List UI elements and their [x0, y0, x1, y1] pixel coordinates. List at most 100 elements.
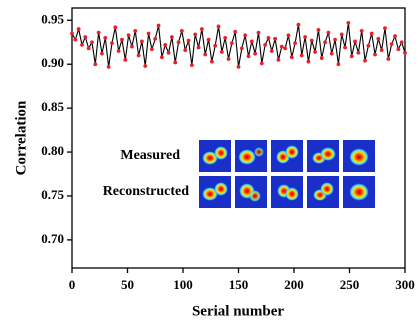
data-point [70, 32, 74, 36]
data-point [103, 36, 107, 40]
x-tick-label: 0 [69, 277, 76, 292]
data-line [72, 23, 405, 67]
data-point [210, 60, 214, 64]
data-point [293, 41, 297, 45]
data-point [160, 55, 164, 59]
data-point [203, 53, 207, 57]
data-point [393, 34, 397, 38]
data-point [187, 39, 191, 43]
data-point [93, 62, 97, 66]
data-point [277, 58, 281, 62]
data-point [290, 55, 294, 59]
data-point [253, 52, 257, 56]
x-tick-label: 100 [173, 277, 193, 292]
chart: Measured Reconstructed Serial number Cor… [0, 0, 420, 326]
data-point [190, 63, 194, 67]
plot-frame [72, 8, 405, 268]
x-tick-label: 300 [395, 277, 415, 292]
data-point [133, 29, 137, 33]
data-point [380, 48, 384, 52]
data-point [237, 65, 241, 69]
data-point [283, 47, 287, 51]
data-point [163, 43, 167, 47]
data-point [250, 39, 254, 43]
y-axis-label: Correlation [13, 100, 29, 175]
data-point [197, 46, 201, 50]
data-point [307, 60, 311, 64]
data-point [287, 33, 291, 37]
data-point [320, 56, 324, 60]
inset-label: Measured [120, 148, 180, 163]
data-point [280, 45, 284, 49]
data-point [137, 54, 141, 58]
data-point [313, 50, 317, 54]
y-tick-label: 0.95 [41, 11, 64, 26]
data-point [207, 38, 211, 42]
data-point [267, 36, 271, 40]
data-point [363, 59, 367, 63]
data-point [173, 61, 177, 65]
data-point [343, 46, 347, 50]
y-tick-label: 0.80 [41, 143, 64, 158]
data-point [193, 32, 197, 36]
y-tick-label: 0.85 [41, 99, 64, 114]
data-point [300, 54, 304, 58]
data-point [297, 23, 301, 27]
data-point [127, 33, 131, 37]
data-point [90, 40, 94, 44]
x-tick-label: 150 [229, 277, 249, 292]
data-point [220, 50, 224, 54]
data-point [310, 39, 314, 43]
data-point [83, 35, 87, 39]
y-tick-label: 0.70 [41, 231, 64, 246]
data-point [80, 43, 84, 47]
data-point [330, 52, 334, 56]
data-point [403, 51, 407, 55]
data-point [376, 37, 380, 41]
data-point [227, 57, 231, 61]
data-point [223, 36, 227, 40]
y-tick-label: 0.75 [41, 187, 64, 202]
data-point [73, 38, 77, 42]
data-point [350, 54, 354, 58]
data-point [77, 27, 81, 31]
data-point [270, 49, 274, 53]
data-point [263, 43, 267, 47]
data-point [87, 47, 91, 51]
data-point [143, 64, 147, 68]
data-point [233, 30, 237, 34]
data-point [170, 35, 174, 39]
data-point [97, 31, 101, 35]
x-tick-label: 200 [284, 277, 304, 292]
data-point [247, 54, 251, 58]
data-point [356, 51, 360, 55]
data-point [390, 42, 394, 46]
data-point [366, 44, 370, 48]
data-point [386, 57, 390, 61]
data-point [383, 26, 387, 30]
data-point [230, 41, 234, 45]
data-point [337, 62, 341, 66]
data-point [370, 32, 374, 36]
data-point [317, 28, 321, 32]
data-point [327, 31, 331, 35]
data-point [110, 41, 114, 45]
data-point [213, 44, 217, 48]
data-point [360, 29, 364, 33]
data-point [217, 25, 221, 29]
data-point [400, 40, 404, 44]
data-point [107, 65, 111, 69]
data-point [353, 39, 357, 43]
data-point [140, 39, 144, 43]
data-point [243, 33, 247, 37]
data-point [200, 27, 204, 31]
data-point [346, 21, 350, 25]
data-point [157, 24, 161, 28]
data-point [373, 53, 377, 57]
data-point [167, 51, 171, 55]
data-point [123, 58, 127, 62]
data-point [150, 47, 154, 51]
data-point [273, 37, 277, 41]
data-point [117, 49, 121, 53]
data-point [177, 40, 181, 44]
